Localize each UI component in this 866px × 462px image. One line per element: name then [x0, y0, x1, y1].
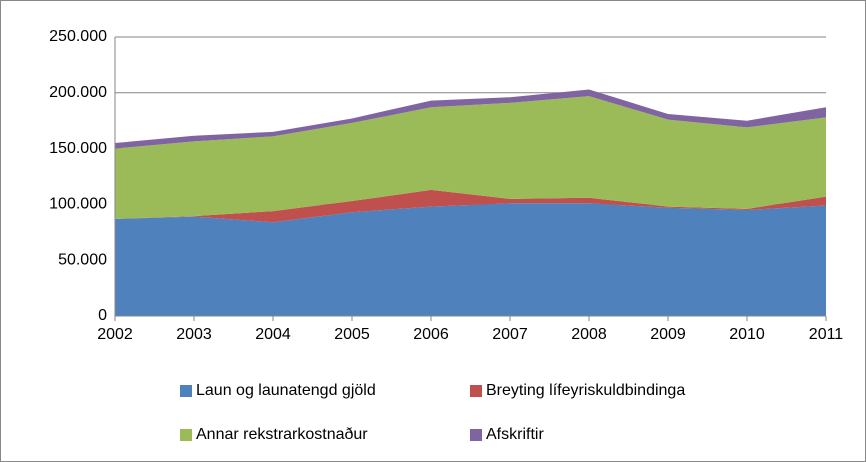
legend-swatch	[470, 385, 482, 397]
x-tick-label: 2010	[729, 326, 765, 343]
x-tick-label: 2009	[650, 326, 686, 343]
legend-label: Annar rekstrarkostnaður	[196, 426, 368, 443]
x-tick-label: 2006	[413, 326, 449, 343]
x-tick-label: 2004	[255, 326, 291, 343]
legend-swatch	[470, 429, 482, 441]
area	[115, 96, 826, 219]
legend-label: Laun og launatengd gjöld	[196, 382, 376, 399]
x-tick-label: 2002	[97, 326, 133, 343]
x-tick-label: 2003	[176, 326, 212, 343]
x-tick-label: 2011	[809, 326, 844, 343]
x-tick-label: 2007	[492, 326, 528, 343]
y-tick-label: 250.000	[49, 28, 107, 45]
legend-swatch	[180, 385, 192, 397]
area	[115, 203, 826, 316]
x-tick-label: 2008	[571, 326, 607, 343]
area	[115, 189, 826, 223]
legend-label: Afskriftir	[486, 426, 544, 443]
y-tick-label: 200.000	[49, 84, 107, 101]
legend-label: Breyting lífeyriskuldbindinga	[486, 382, 685, 399]
area	[115, 89, 826, 149]
y-tick-label: 50.000	[58, 251, 107, 268]
y-tick-label: 0	[98, 307, 107, 324]
legend-swatch	[180, 429, 192, 441]
x-tick-label: 2005	[334, 326, 370, 343]
y-tick-label: 100.000	[49, 196, 107, 213]
y-tick-label: 150.000	[49, 140, 107, 157]
